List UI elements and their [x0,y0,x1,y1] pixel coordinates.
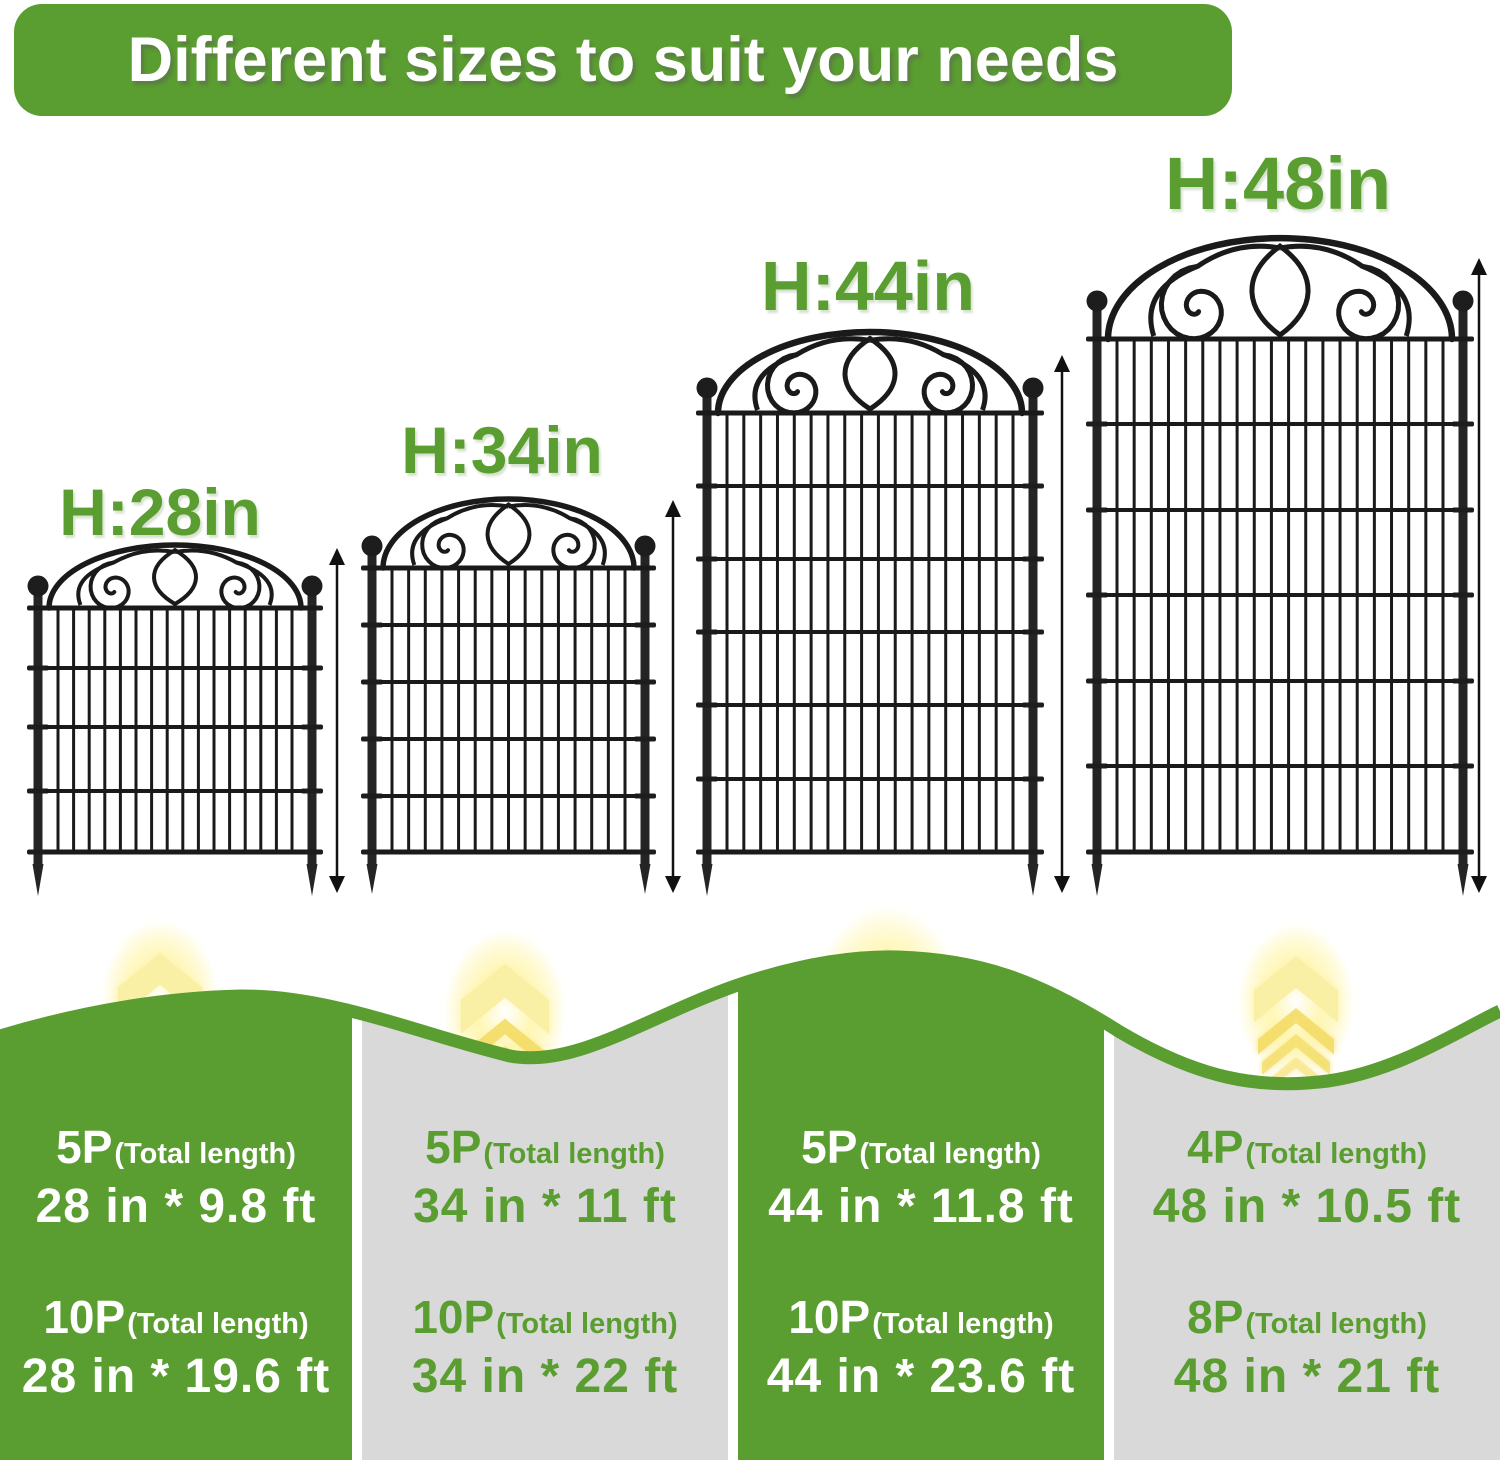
up-chevron-icon [1258,1008,1334,1055]
total-length-note: (Total length) [114,1138,296,1170]
fence-illustration-48in [1086,234,1474,896]
pack-count: 5P [425,1121,482,1173]
height-label-34in: H:34in [401,413,603,487]
pack-count: 10P [412,1291,495,1343]
height-dimension-arrow-48in [1471,258,1487,893]
size-spec-34in-10p: 10P (Total length) 34 in * 22 ft [362,1292,728,1403]
up-chevron-icon [1266,1057,1326,1093]
dimensions-text: 44 in * 23.6 ft [766,1349,1076,1403]
pack-count: 8P [1187,1291,1244,1343]
size-spec-28in-10p: 10P (Total length) 28 in * 19.6 ft [0,1292,352,1403]
dimensions-text: 28 in * 9.8 ft [35,1179,317,1233]
pack-count: 5P [801,1121,858,1173]
page-title: Different sizes to suit your needs [127,25,1119,95]
total-length-note: (Total length) [496,1308,678,1340]
size-table-band [0,950,1500,1460]
spec-column-3 [1114,1011,1500,1460]
size-spec-34in-5p: 5P (Total length) 34 in * 11 ft [362,1122,728,1233]
glow-arrow-up [1238,924,1354,1093]
dimensions-text: 34 in * 22 ft [411,1349,679,1403]
size-spec-28in-5p: 5P (Total length) 28 in * 9.8 ft [0,1122,352,1233]
up-chevron-icon [1262,1034,1330,1075]
height-dimension-arrow-34in [665,500,681,893]
size-spec-48in-8p: 8P (Total length) 48 in * 21 ft [1114,1292,1500,1403]
height-label-48in: H:48in [1164,142,1392,225]
fence-illustration-28in [27,542,323,896]
pack-count: 4P [1187,1121,1244,1173]
fence-illustration-34in [361,496,656,894]
up-chevron-icon [118,953,202,1020]
size-spec-48in-4p: 4P (Total length) 48 in * 10.5 ft [1114,1122,1500,1233]
total-length-note: (Total length) [1245,1308,1427,1340]
dimensions-text: 48 in * 21 ft [1173,1349,1441,1403]
spec-column-1 [362,988,728,1460]
up-chevron-icon [1254,956,1338,1023]
total-length-note: (Total length) [483,1138,665,1170]
dimensions-text: 48 in * 10.5 ft [1152,1179,1462,1233]
spec-column-0 [0,995,352,1460]
total-length-note: (Total length) [127,1308,309,1340]
pack-count: 5P [56,1121,113,1173]
pack-count: 10P [788,1291,871,1343]
dimensions-text: 44 in * 11.8 ft [768,1179,1074,1233]
pack-count: 10P [43,1291,126,1343]
total-length-note: (Total length) [1245,1138,1427,1170]
up-chevron-icon [460,964,550,1034]
height-label-28in: H:28in [59,475,261,549]
dimensions-text: 34 in * 11 ft [413,1179,677,1233]
wave-divider-line [0,950,1500,1091]
dimensions-text: 28 in * 19.6 ft [21,1349,331,1403]
total-length-note: (Total length) [859,1138,1041,1170]
height-dimension-arrow-44in [1054,355,1070,893]
size-spec-44in-5p: 5P (Total length) 44 in * 11.8 ft [738,1122,1104,1233]
height-dimension-arrow-28in [329,548,345,893]
height-label-44in: H:44in [761,247,975,325]
spec-column-2 [738,956,1104,1460]
title-banner: Different sizes to suit your needs [14,4,1232,116]
total-length-note: (Total length) [872,1308,1054,1340]
fence-illustration-44in [696,328,1044,896]
size-spec-44in-10p: 10P (Total length) 44 in * 23.6 ft [738,1292,1104,1403]
